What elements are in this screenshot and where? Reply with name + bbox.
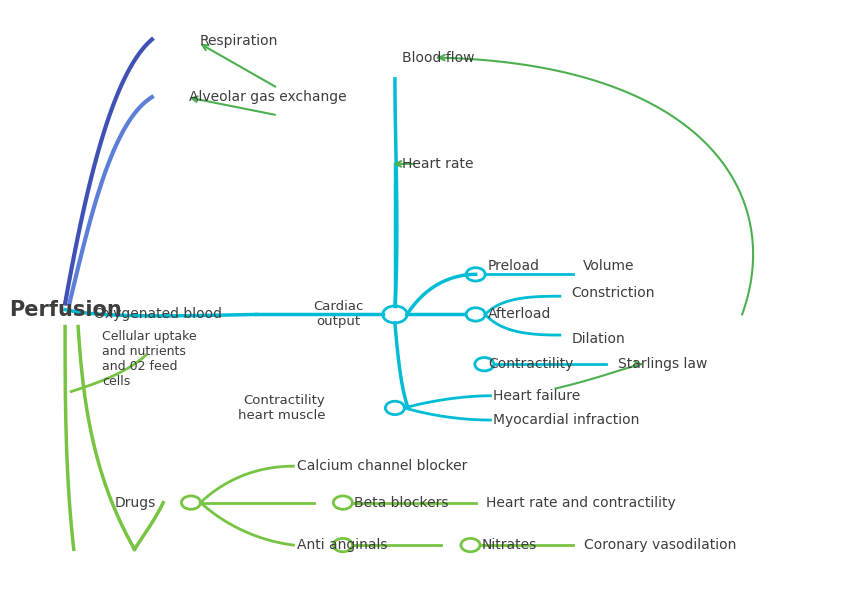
Text: Preload: Preload	[488, 259, 540, 273]
Text: Drugs: Drugs	[115, 495, 156, 510]
Text: Myocardial infraction: Myocardial infraction	[493, 413, 640, 427]
Text: Nitrates: Nitrates	[482, 538, 537, 552]
Text: Perfusion: Perfusion	[9, 300, 122, 319]
Text: Dilation: Dilation	[571, 331, 625, 346]
Text: Heart failure: Heart failure	[493, 388, 581, 403]
Text: Constriction: Constriction	[571, 285, 654, 300]
Text: Calcium channel blocker: Calcium channel blocker	[297, 459, 467, 473]
Text: Alveolar gas exchange: Alveolar gas exchange	[189, 90, 347, 104]
Text: Contractility: Contractility	[488, 357, 573, 371]
Text: Coronary vasodilation: Coronary vasodilation	[584, 538, 737, 552]
Text: Cardiac
output: Cardiac output	[313, 300, 364, 328]
Text: Anti anginals: Anti anginals	[297, 538, 387, 552]
Text: Heart rate and contractility: Heart rate and contractility	[486, 495, 676, 510]
Text: Contractility
heart muscle: Contractility heart muscle	[238, 394, 326, 422]
Text: Heart rate: Heart rate	[402, 157, 473, 171]
Text: Oxygenated blood: Oxygenated blood	[94, 307, 221, 322]
Text: Blood flow: Blood flow	[402, 50, 475, 65]
Text: Respiration: Respiration	[200, 34, 278, 49]
Text: Cellular uptake
and nutrients
and 02 feed
cells: Cellular uptake and nutrients and 02 fee…	[102, 330, 197, 388]
Text: Volume: Volume	[583, 259, 635, 273]
Text: Starlings law: Starlings law	[618, 357, 707, 371]
Text: Beta blockers: Beta blockers	[354, 495, 449, 510]
Text: Afterload: Afterload	[488, 307, 551, 322]
